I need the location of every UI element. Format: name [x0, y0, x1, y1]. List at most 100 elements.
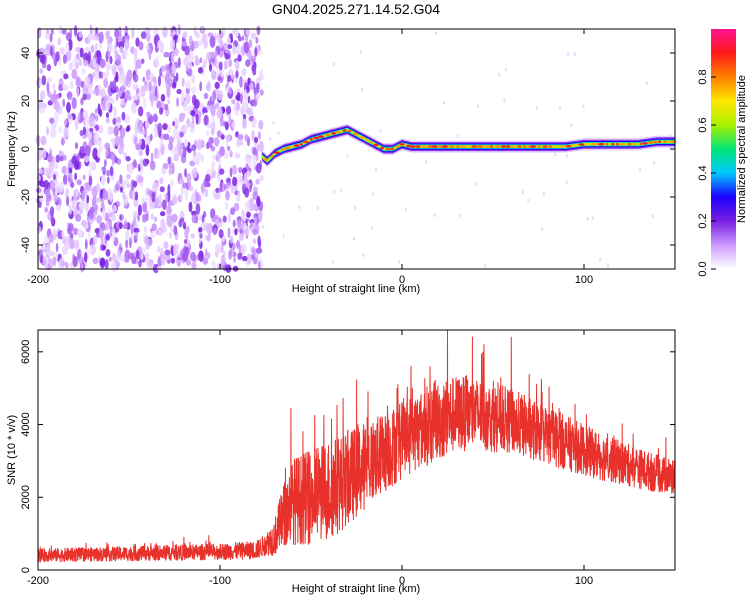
spectrogram-noise-cell — [126, 183, 130, 189]
x-tick-label: -200 — [27, 575, 49, 587]
spectrogram-noise-cell — [228, 88, 232, 95]
spectrogram-noise-cell — [172, 128, 179, 140]
spectrogram-noise-cell — [85, 145, 91, 158]
spectrogram-noise-cell — [187, 68, 193, 77]
spectrogram-noise-cell — [200, 102, 205, 109]
spectrogram-noise-cell — [164, 73, 171, 84]
spectrogram-noise-cell — [122, 191, 126, 201]
spectrogram-noise-cell — [554, 152, 557, 157]
spectrogram-noise-cell — [206, 105, 210, 112]
spectrogram-noise-cell — [145, 158, 150, 165]
spectrogram-noise-cell — [220, 244, 224, 253]
spectrogram-noise-cell — [101, 198, 104, 208]
spectrogram-noise-cell — [252, 68, 257, 76]
spectrogram-noise-cell — [252, 238, 257, 244]
spectrogram-noise-cell — [225, 177, 231, 184]
spectrogram-ridge-peak — [578, 143, 585, 146]
spectrogram-ridge-peak — [299, 143, 303, 146]
spectrogram-noise-cell — [123, 48, 128, 58]
spectrogram-ridge-peak — [548, 145, 553, 148]
spectrogram-noise-cell — [86, 194, 90, 204]
spectrogram-noise-cell — [149, 133, 153, 141]
spectrogram-noise-cell — [237, 54, 242, 62]
spectrogram-noise-cell — [171, 147, 178, 155]
spectrogram-noise-cell — [79, 111, 83, 124]
spectrogram-noise-cell — [225, 190, 230, 201]
spectrogram-noise-cell — [80, 219, 87, 227]
spectrogram-ridge-peak — [510, 145, 516, 148]
spectrogram-noise-cell — [213, 227, 217, 236]
spectrogram-noise-cell — [582, 104, 585, 109]
spectrogram-noise-cell — [183, 100, 188, 112]
spectrogram-noise-cell — [476, 104, 480, 109]
x-tick-label: -100 — [209, 274, 231, 286]
spectrogram-noise-cell — [236, 173, 243, 186]
spectrogram-ridge-peak — [364, 138, 369, 142]
spectrogram-noise-cell — [67, 113, 73, 120]
spectrogram-noise-cell — [57, 37, 61, 46]
spectrogram-noise-cell — [504, 67, 507, 72]
spectrogram-noise-cell — [573, 52, 576, 57]
spectrogram-noise-cell — [82, 174, 86, 180]
spectrogram-noise-cell — [119, 214, 123, 221]
spectrogram-noise-cell — [81, 190, 85, 202]
spectrogram-noise-cell — [239, 76, 243, 88]
x-tick-label: 100 — [575, 274, 593, 286]
spectrogram-noise-cell — [169, 39, 176, 51]
spectrogram-noise-cell — [591, 216, 595, 220]
spectrogram-noise-cell — [205, 222, 209, 234]
spectrogram-noise-cell — [150, 95, 154, 108]
spectrogram-noise-cell — [150, 152, 154, 164]
spectrogram-noise-cell — [257, 235, 261, 247]
spectrogram-ridge-peak — [530, 145, 536, 148]
spectrogram-noise-cell — [84, 238, 88, 250]
y-tick-label: 4000 — [20, 412, 32, 436]
spectrogram-noise-cell — [196, 152, 202, 160]
spectrogram-noise-cell — [90, 44, 95, 53]
spectrogram-noise-cell — [219, 116, 224, 127]
spectrogram-noise-cell — [43, 167, 50, 176]
spectrogram-ridge-peak — [348, 129, 352, 133]
spectrogram-noise-cell — [184, 123, 188, 130]
spectrogram-noise-cell — [113, 156, 119, 164]
spectrogram-noise-cell — [155, 56, 159, 66]
spectrogram-ridge-peak — [527, 145, 531, 148]
spectrogram-noise-cell — [193, 40, 199, 49]
spectrogram-ridge-peak — [494, 145, 501, 148]
spectrogram-noise-cell — [73, 239, 80, 250]
spectrogram-noise-cell — [173, 225, 178, 236]
spectrogram-noise-cell — [65, 165, 69, 176]
spectrogram-noise-cell — [184, 138, 189, 148]
spectrogram-noise-cell — [66, 101, 71, 114]
spectrogram-noise-cell — [199, 233, 203, 239]
spectrogram-noise-cell — [277, 131, 280, 135]
spectrogram-noise-cell — [244, 201, 251, 213]
spectrogram-noise-cell — [40, 135, 47, 146]
spectrogram-noise-cell — [171, 162, 175, 175]
spectrogram-noise-cell — [124, 27, 129, 33]
spectrogram-ridge-peak — [288, 145, 294, 149]
spectrogram-noise-cell — [162, 168, 166, 175]
spectrogram-noise-cell — [259, 140, 264, 153]
spectrogram-noise-cell — [184, 45, 190, 56]
spectrogram-noise-cell — [170, 52, 175, 64]
spectrogram-noise-cell — [163, 241, 169, 250]
spectrogram-noise-cell — [254, 136, 258, 144]
spectrogram-noise-cell — [255, 36, 259, 44]
spectrogram-noise-cell — [77, 249, 81, 261]
spectrogram-noise-cell — [224, 59, 230, 69]
spectrogram-noise-cell — [137, 204, 142, 216]
spectrogram-noise-cell — [459, 213, 462, 218]
spectrogram-ridge-peak — [456, 145, 460, 148]
spectrogram-noise-cell — [140, 86, 146, 98]
spectrogram-noise-cell — [157, 39, 163, 50]
spectrogram-noise-cell — [105, 221, 110, 231]
spectrogram-noise-cell — [218, 157, 222, 167]
spectrogram-noise-cell — [346, 153, 349, 158]
spectrogram-x-label: Height of straight line (km) — [292, 283, 420, 295]
spectrogram-noise-cell — [179, 217, 185, 223]
spectrogram-ridge-peak — [639, 142, 643, 146]
spectrogram-ridge-peak — [585, 142, 590, 146]
spectrogram-noise-cell — [256, 247, 263, 254]
spectrogram-noise-cell — [74, 25, 78, 37]
